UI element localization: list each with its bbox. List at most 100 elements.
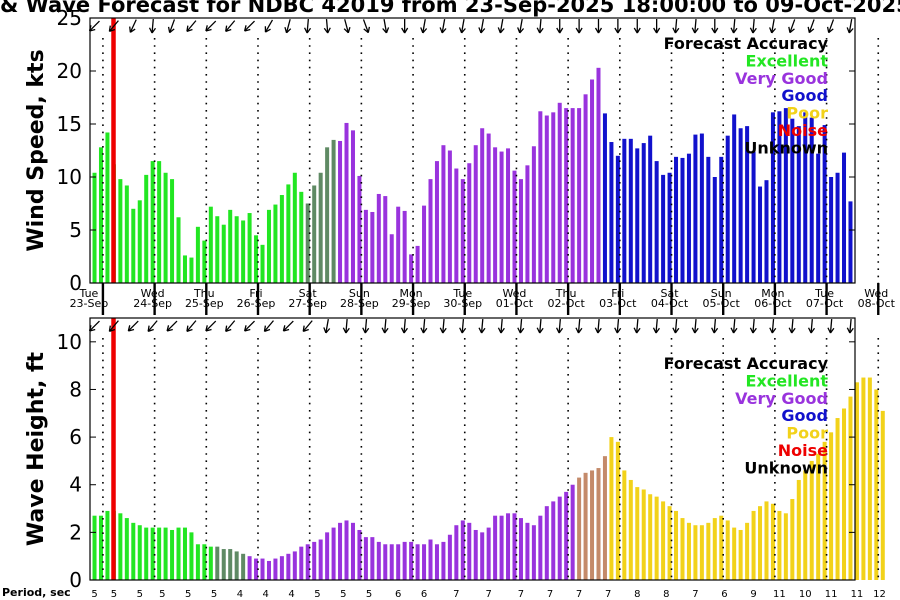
period-value: 6 bbox=[395, 589, 401, 600]
wind-bar bbox=[499, 151, 504, 283]
wind-bar bbox=[441, 145, 446, 283]
wave-direction-arrow bbox=[108, 320, 119, 332]
wind-direction-arrow bbox=[672, 18, 680, 34]
wind-bar bbox=[118, 179, 123, 283]
date-label: 06-Oct bbox=[754, 297, 792, 310]
wave-bar bbox=[299, 546, 304, 580]
wave-bar bbox=[712, 518, 717, 580]
wind-bar bbox=[131, 208, 136, 283]
wind-bar bbox=[286, 184, 291, 283]
wind-bar bbox=[357, 175, 362, 283]
wind-bar bbox=[409, 254, 414, 283]
wind-bar bbox=[454, 168, 459, 283]
wave-bar bbox=[680, 518, 685, 580]
period-value: 7 bbox=[547, 589, 553, 600]
wave-direction-arrow bbox=[263, 320, 274, 332]
wave-bar bbox=[370, 537, 375, 580]
wind-bar bbox=[137, 200, 142, 283]
wind-bar bbox=[628, 138, 633, 283]
wind-bar bbox=[363, 209, 368, 283]
wave-bar bbox=[480, 532, 485, 580]
wind-bar bbox=[299, 191, 304, 283]
legend-item-unknown: Unknown bbox=[744, 138, 828, 157]
wave-bar bbox=[557, 496, 562, 580]
date-label: 03-Oct bbox=[599, 297, 637, 310]
wave-bar bbox=[583, 472, 588, 580]
wind-bar bbox=[493, 147, 498, 283]
wind-bar bbox=[163, 172, 168, 283]
period-value: 5 bbox=[111, 589, 117, 600]
wave-direction-arrow bbox=[672, 318, 680, 334]
wind-bar bbox=[305, 203, 310, 283]
wave-bar bbox=[144, 527, 149, 580]
wave-bar bbox=[344, 520, 349, 580]
wind-bar bbox=[538, 111, 543, 283]
wind-bar bbox=[745, 126, 750, 284]
period-value: 4 bbox=[263, 589, 269, 600]
wave-bar bbox=[202, 544, 207, 580]
period-value: 5 bbox=[314, 589, 320, 600]
wind-bar bbox=[518, 179, 523, 283]
period-value: 7 bbox=[576, 589, 582, 600]
date-label: 02-Oct bbox=[547, 297, 585, 310]
wave-direction-arrow bbox=[749, 318, 757, 334]
wave-bar bbox=[338, 522, 343, 580]
legend-title: Forecast Accuracy bbox=[664, 34, 829, 53]
wind-bar bbox=[422, 205, 427, 283]
wave-bar bbox=[564, 491, 569, 580]
wave-direction-arrow bbox=[769, 318, 777, 334]
wave-bar bbox=[854, 382, 859, 580]
wave-bar bbox=[615, 441, 620, 580]
wind-bar bbox=[234, 216, 239, 283]
wave-direction-arrow bbox=[536, 318, 544, 334]
wave-direction-arrow bbox=[478, 318, 486, 334]
wave-bar bbox=[506, 513, 511, 580]
wave-bar bbox=[816, 453, 821, 580]
wave-direction-arrow bbox=[420, 318, 428, 334]
wind-bar bbox=[829, 177, 834, 283]
wind-bar bbox=[777, 111, 782, 283]
wind-bar bbox=[738, 128, 743, 283]
wind-bar bbox=[467, 163, 472, 283]
wind-direction-arrow bbox=[167, 19, 176, 34]
wave-direction-arrow bbox=[381, 318, 389, 334]
wind-direction-arrow bbox=[244, 20, 255, 32]
wave-bar bbox=[228, 549, 233, 580]
wave-direction-arrow bbox=[244, 320, 255, 332]
wave-direction-arrow bbox=[88, 320, 100, 332]
wind-bar bbox=[654, 161, 659, 283]
wind-direction-arrow bbox=[575, 19, 583, 34]
day-label: Tue bbox=[79, 287, 99, 300]
wind-bar bbox=[170, 179, 175, 283]
wind-bar bbox=[706, 156, 711, 283]
wind-bar bbox=[338, 140, 343, 283]
wave-bar bbox=[590, 470, 595, 580]
wind-direction-arrow bbox=[382, 18, 390, 34]
wind-bar bbox=[674, 156, 679, 283]
wave-bar bbox=[105, 510, 110, 580]
wave-bar bbox=[422, 544, 427, 580]
wave-bar bbox=[279, 556, 284, 580]
wave-bar bbox=[622, 470, 627, 580]
period-value: 9 bbox=[750, 589, 756, 600]
period-value: 5 bbox=[366, 589, 372, 600]
wind-bar bbox=[512, 170, 517, 283]
day-label: Thu bbox=[193, 287, 215, 300]
wind-bar bbox=[182, 255, 187, 283]
wind-bar bbox=[228, 209, 233, 283]
wind-bar bbox=[816, 153, 821, 283]
wave-bar bbox=[751, 510, 756, 580]
wind-bar bbox=[758, 186, 763, 283]
period-value: 5 bbox=[137, 589, 143, 600]
wave-direction-arrow bbox=[439, 318, 447, 334]
wind-direction-arrow bbox=[323, 18, 331, 34]
wave-bar bbox=[842, 408, 847, 580]
period-value: 12 bbox=[873, 589, 886, 600]
wind-bar bbox=[350, 130, 355, 283]
wind-direction-arrow bbox=[420, 18, 428, 34]
wave-bar bbox=[602, 456, 607, 580]
wind-bar bbox=[254, 235, 259, 283]
wind-bar bbox=[506, 148, 511, 283]
wind-bar bbox=[590, 79, 595, 283]
wind-bar bbox=[648, 135, 653, 283]
